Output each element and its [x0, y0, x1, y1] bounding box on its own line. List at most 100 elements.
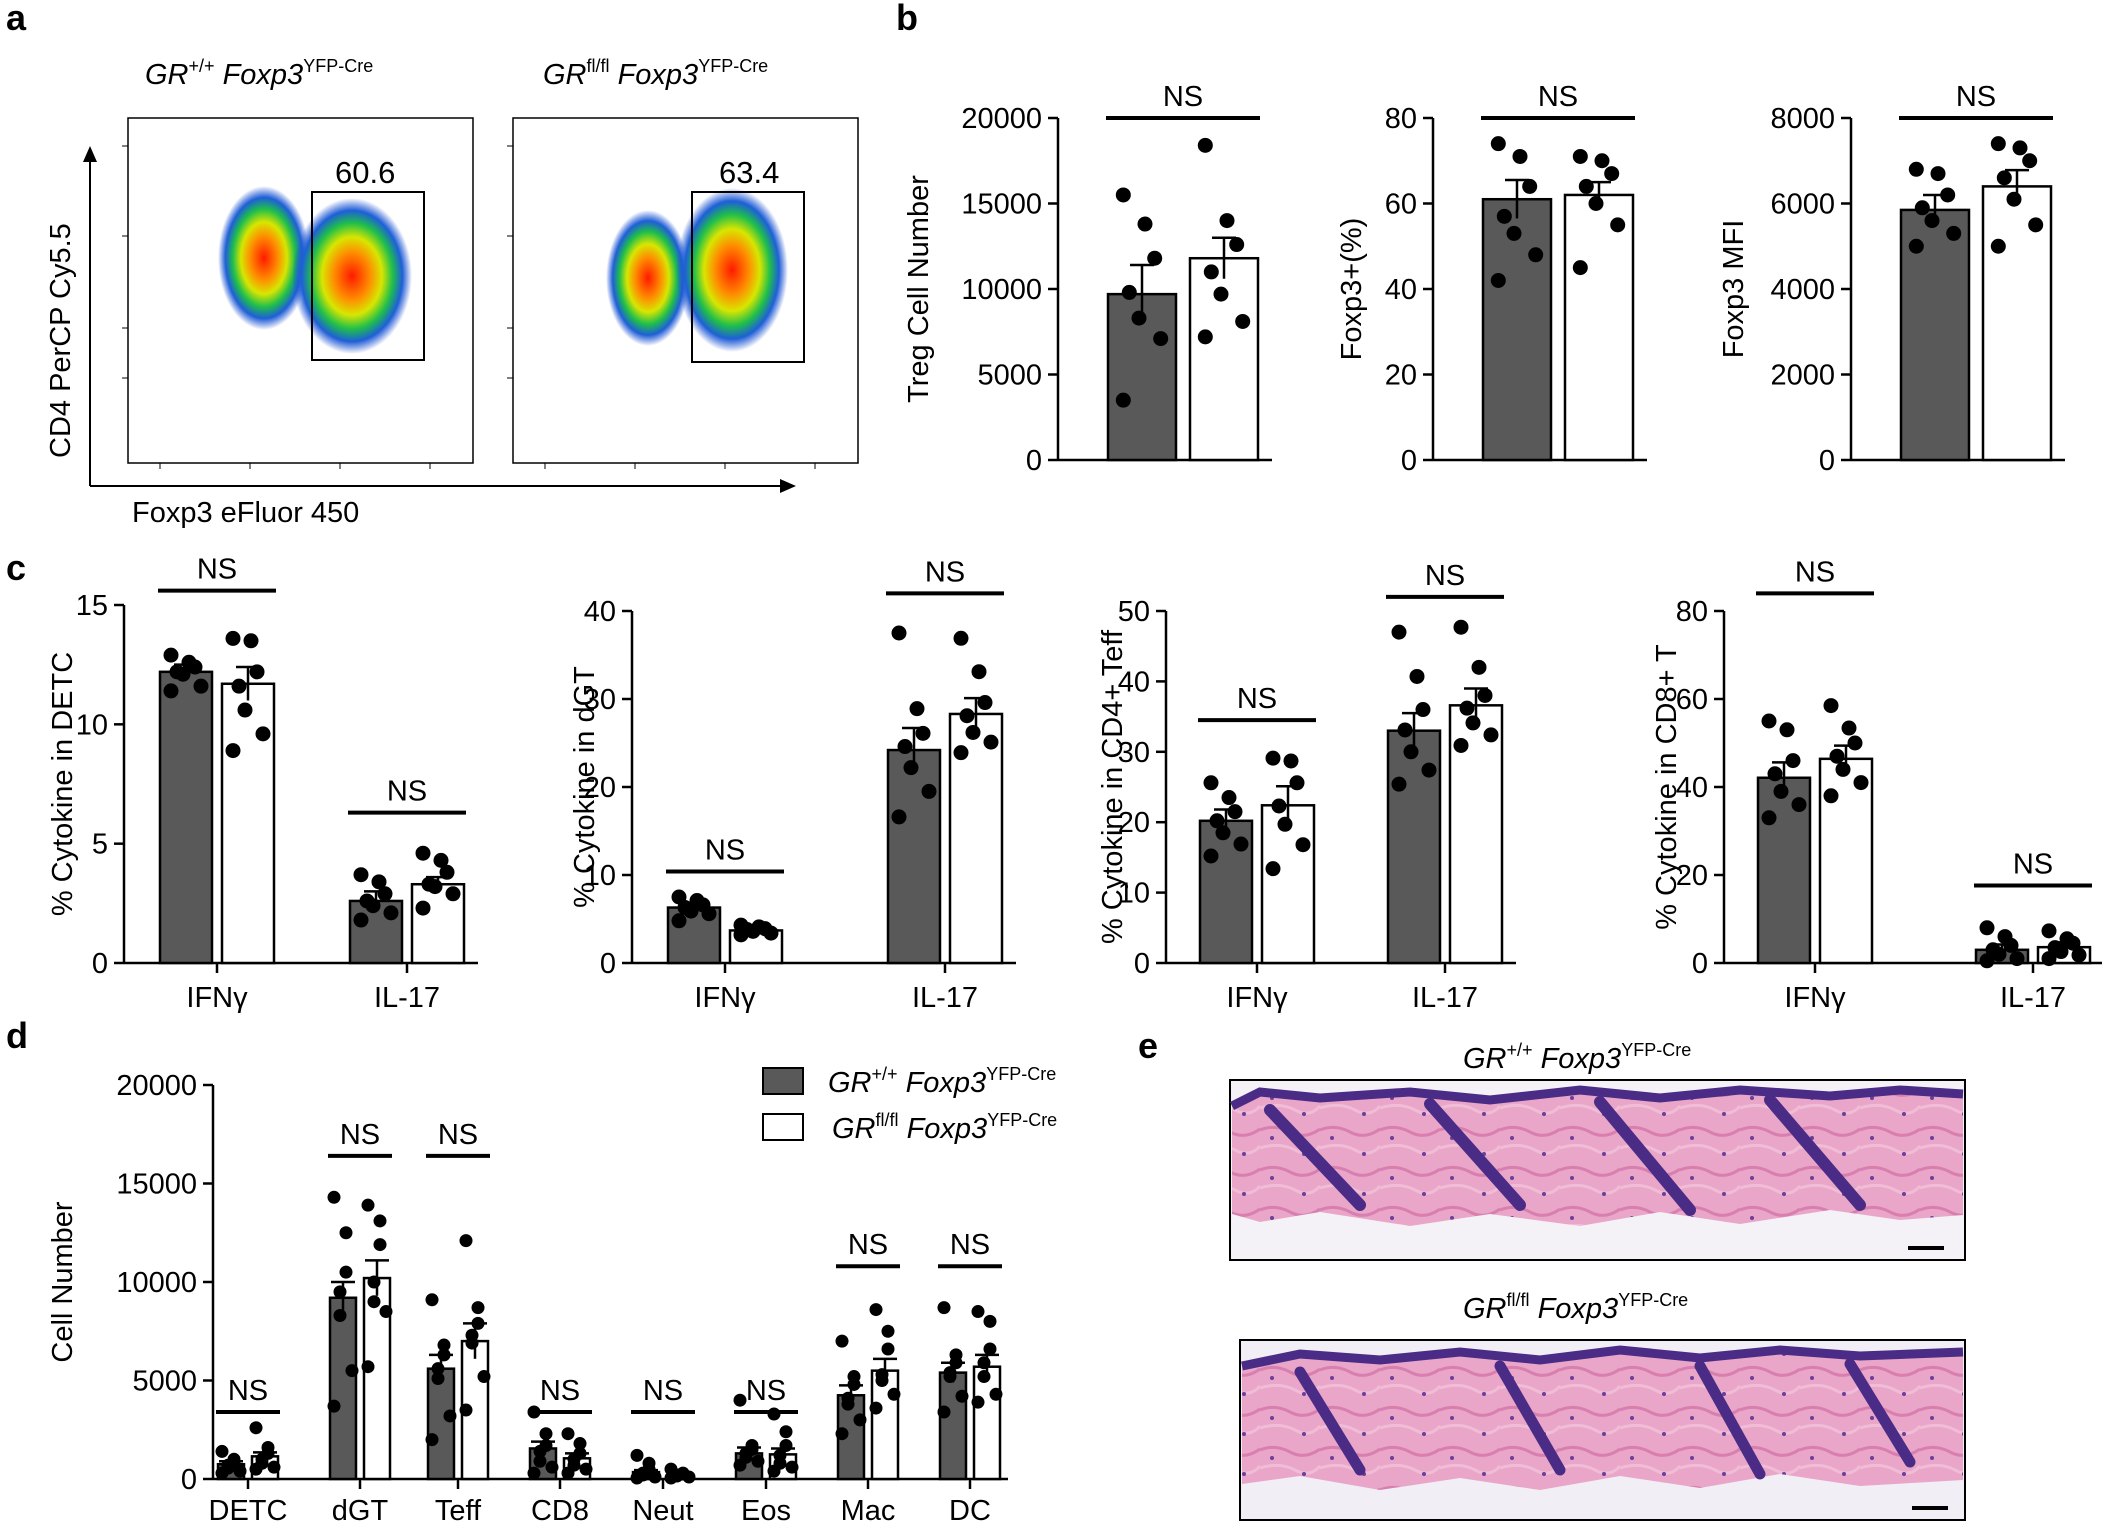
data-point: [983, 1314, 997, 1328]
data-point: [875, 1374, 889, 1387]
data-point: [437, 1338, 451, 1352]
data-point: [1572, 260, 1588, 276]
data-point: [943, 1370, 957, 1384]
data-point: [1289, 775, 1305, 791]
x-tick-label: Mac: [841, 1495, 896, 1527]
bar: [886, 748, 942, 965]
data-point: [1391, 776, 1407, 792]
chart-foxp3-percent: 0 20 40 60 80 Foxp3+(%) NS: [1336, 81, 1647, 477]
data-point: [1823, 788, 1839, 804]
data-point: [949, 1356, 963, 1370]
data-point: [1229, 237, 1245, 253]
panel-letter-d: d: [6, 1015, 28, 1056]
chart-cell-number: 0 5000 10000 15000 20000 Cell Number DETC dGT Te…: [47, 1070, 1008, 1527]
data-point: [1131, 310, 1147, 326]
treg-gate: [311, 191, 425, 361]
data-point: [909, 701, 925, 717]
y-tick-label: 30: [584, 684, 616, 716]
data-point: [333, 1308, 347, 1322]
data-point: [353, 912, 369, 928]
genotype-gene: GR: [543, 59, 587, 91]
histology-allele: fl/fl: [1507, 1290, 1530, 1310]
data-point: [1295, 837, 1311, 853]
flow-x-arrowhead: [780, 479, 796, 493]
data-point: [1453, 737, 1469, 753]
data-point: [1996, 170, 2012, 186]
y-tick-label: 0: [1134, 948, 1150, 980]
data-point: [1490, 136, 1506, 152]
data-point: [163, 683, 179, 699]
significance-label: NS: [228, 1375, 268, 1407]
y-axis-title: % Cytokine in dGT: [569, 666, 601, 908]
y-tick-label: 0: [181, 1464, 197, 1496]
significance-label: NS: [643, 1375, 683, 1407]
y-tick-label: 10000: [116, 1267, 197, 1299]
flow-genotype-wt: GR+/+ Foxp3YFP-Cre: [145, 56, 373, 91]
data-point: [1203, 775, 1219, 791]
data-point: [733, 1393, 747, 1407]
data-point: [1572, 148, 1588, 164]
data-point: [437, 1348, 451, 1362]
data-point: [361, 1360, 375, 1374]
y-tick-label: 8000: [1770, 103, 1835, 135]
y-tick-label: 15000: [116, 1169, 197, 1201]
data-point: [471, 1301, 485, 1315]
y-axis-title: Foxp3+(%): [1336, 218, 1368, 361]
data-point: [193, 678, 209, 694]
data-point: [233, 1464, 247, 1478]
legend-label-ko: GRfl/fl Foxp3YFP-Cre: [832, 1110, 1057, 1145]
gate-percent: 60.6: [335, 155, 395, 190]
y-tick-label: 80: [1385, 103, 1417, 135]
data-point: [433, 852, 449, 868]
data-point: [767, 1464, 781, 1478]
genotype-driver-sup: YFP-Cre: [698, 56, 768, 76]
data-point: [345, 1364, 359, 1378]
significance-label: NS: [705, 834, 745, 866]
data-point: [869, 1303, 883, 1317]
bar: [220, 682, 276, 965]
y-tick-label: 60: [1676, 684, 1708, 716]
legend-driver-sup: YFP-Cre: [986, 1064, 1056, 1084]
data-point: [249, 664, 265, 680]
data-point: [1115, 187, 1131, 203]
data-point: [1773, 783, 1789, 799]
data-point: [1215, 825, 1231, 841]
bar: [1981, 185, 2053, 462]
data-point: [431, 1372, 445, 1386]
data-point: [1397, 722, 1413, 738]
data-point: [1490, 272, 1506, 288]
data-point: [255, 726, 271, 742]
data-point: [1153, 331, 1169, 347]
data-point: [1283, 753, 1299, 769]
data-point: [561, 1466, 575, 1480]
data-point: [1578, 178, 1594, 194]
data-point: [1823, 698, 1839, 714]
x-tick-label: dGT: [332, 1495, 389, 1527]
y-tick-label: 60: [1385, 189, 1417, 221]
data-point: [579, 1462, 593, 1476]
population-foxp3-negative: [606, 210, 690, 346]
bar: [870, 1369, 900, 1481]
y-axis-title: Cell Number: [47, 1201, 79, 1362]
data-point: [937, 1301, 951, 1315]
data-point: [1277, 816, 1293, 832]
flow-plot-wt: GR+/+ Foxp3YFP-Cre 60.6: [122, 56, 474, 469]
y-axis-title: Foxp3 MFI: [1718, 220, 1750, 359]
data-point: [415, 845, 431, 861]
data-point: [1235, 313, 1251, 329]
data-point: [225, 630, 241, 646]
bar: [328, 1296, 358, 1481]
data-point: [1785, 753, 1801, 769]
y-tick-label: 10: [76, 709, 108, 741]
population-foxp3-positive: [292, 198, 412, 354]
data-point: [1512, 148, 1528, 164]
data-point: [1853, 775, 1869, 791]
x-tick-label: Eos: [741, 1495, 791, 1527]
data-point: [1203, 264, 1219, 280]
data-point: [1990, 136, 2006, 152]
data-point: [353, 867, 369, 883]
data-point: [379, 1305, 393, 1319]
y-tick-label: 20000: [961, 103, 1042, 135]
x-tick-label: DC: [949, 1495, 991, 1527]
data-point: [367, 1275, 381, 1289]
